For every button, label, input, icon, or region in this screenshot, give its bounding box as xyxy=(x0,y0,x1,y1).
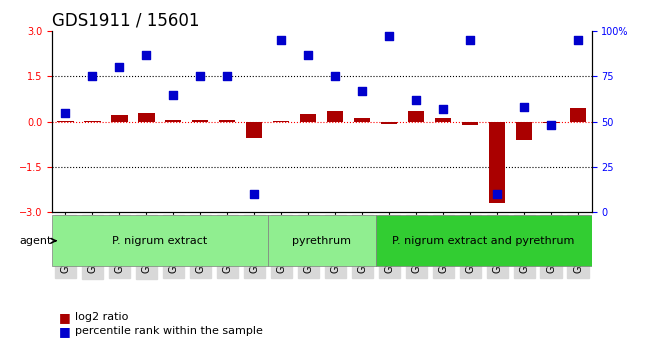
Bar xyxy=(327,111,343,122)
Bar xyxy=(84,120,101,122)
Point xyxy=(87,73,98,79)
Bar xyxy=(462,122,478,125)
Point xyxy=(384,34,395,39)
Point xyxy=(276,37,287,43)
Text: P. nigrum extract: P. nigrum extract xyxy=(112,236,207,246)
Text: pyrethrum: pyrethrum xyxy=(292,236,351,246)
Text: percentile rank within the sample: percentile rank within the sample xyxy=(75,326,263,336)
Bar xyxy=(543,122,559,123)
Text: ■: ■ xyxy=(58,325,70,338)
Point xyxy=(546,122,556,128)
Point xyxy=(330,73,341,79)
Bar xyxy=(381,122,397,124)
Point xyxy=(492,191,502,197)
Text: GDS1911 / 15601: GDS1911 / 15601 xyxy=(52,11,200,29)
Point xyxy=(195,73,205,79)
Bar xyxy=(57,121,73,122)
Point xyxy=(411,97,421,103)
Bar xyxy=(165,120,181,122)
Bar xyxy=(408,111,424,122)
Point xyxy=(114,65,125,70)
Point xyxy=(249,191,259,197)
FancyBboxPatch shape xyxy=(268,215,376,266)
Point xyxy=(573,37,583,43)
Bar xyxy=(570,108,586,122)
Point xyxy=(357,88,367,93)
Bar xyxy=(246,122,263,138)
Point xyxy=(60,110,71,116)
Point xyxy=(519,105,529,110)
Point xyxy=(303,52,313,57)
Text: P. nigrum extract and pyrethrum: P. nigrum extract and pyrethrum xyxy=(393,236,575,246)
Bar xyxy=(435,118,451,122)
Bar xyxy=(273,120,289,122)
Bar xyxy=(138,113,155,122)
Text: agent: agent xyxy=(20,236,56,246)
Bar xyxy=(516,122,532,140)
Text: ■: ■ xyxy=(58,311,70,324)
Bar xyxy=(111,115,127,122)
Bar xyxy=(354,118,370,122)
Text: log2 ratio: log2 ratio xyxy=(75,313,128,322)
Point xyxy=(222,73,233,79)
Bar xyxy=(300,114,317,122)
Bar xyxy=(489,122,505,203)
FancyBboxPatch shape xyxy=(52,215,268,266)
FancyBboxPatch shape xyxy=(376,215,592,266)
Point xyxy=(465,37,475,43)
Bar xyxy=(219,120,235,122)
Point xyxy=(438,106,448,112)
Bar xyxy=(192,120,209,122)
Point xyxy=(168,92,179,97)
Point xyxy=(141,52,151,57)
